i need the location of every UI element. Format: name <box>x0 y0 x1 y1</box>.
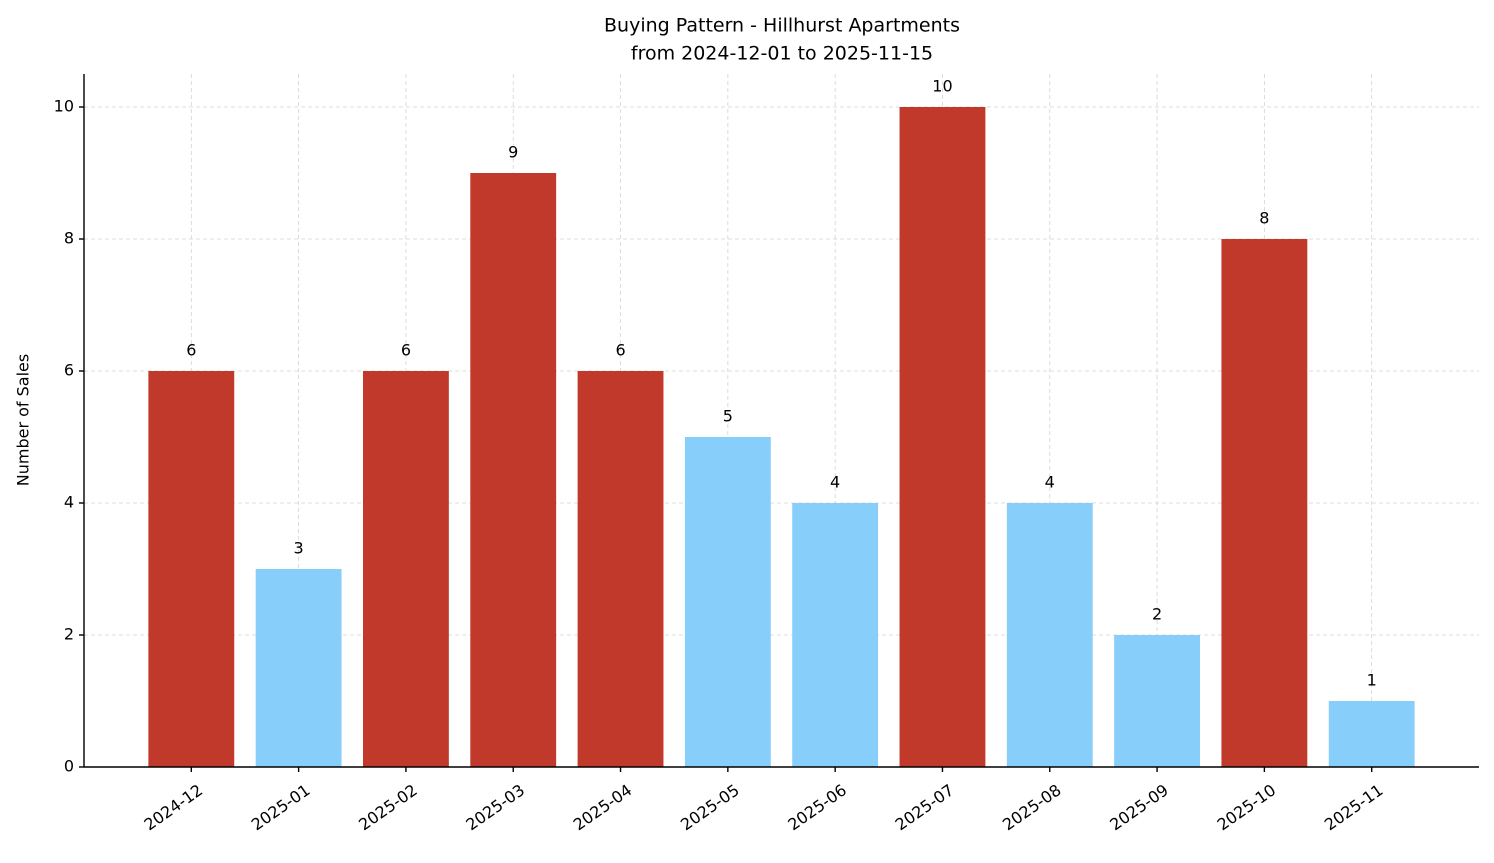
bar <box>1328 701 1415 767</box>
value-label: 4 <box>1045 473 1055 492</box>
bar <box>148 371 235 767</box>
bar <box>363 371 449 767</box>
y-tick-label: 2 <box>64 625 74 644</box>
x-tick-label: 2025-04 <box>570 780 636 834</box>
bar <box>1221 239 1308 767</box>
bar <box>470 173 557 767</box>
value-label: 8 <box>1259 209 1269 228</box>
x-tick-label: 2025-10 <box>1214 780 1280 834</box>
value-label: 9 <box>508 143 518 162</box>
chart-title: Buying Pattern - Hillhurst Apartments <box>604 15 960 37</box>
value-label: 2 <box>1152 605 1162 624</box>
y-tick-label: 6 <box>64 361 74 380</box>
bar <box>684 437 771 767</box>
bar <box>1114 635 1200 767</box>
value-label: 4 <box>830 473 840 492</box>
value-label: 1 <box>1367 671 1377 690</box>
bar <box>255 569 342 767</box>
x-tick-label: 2024-12 <box>141 780 207 834</box>
bar <box>577 371 664 767</box>
x-tick-label: 2025-11 <box>1321 780 1387 834</box>
x-tick-label: 2025-05 <box>677 780 743 834</box>
value-label: 10 <box>932 77 952 96</box>
y-tick-label: 4 <box>64 493 74 512</box>
bar <box>792 503 879 767</box>
y-tick-label: 0 <box>64 757 74 776</box>
value-label: 6 <box>615 341 625 360</box>
y-axis-label: Number of Sales <box>14 354 33 486</box>
value-label: 6 <box>401 341 411 360</box>
value-label: 6 <box>186 341 196 360</box>
value-label: 3 <box>294 539 304 558</box>
value-label: 5 <box>723 407 733 426</box>
y-tick-label: 10 <box>54 97 74 116</box>
x-tick-label: 2025-07 <box>892 780 958 834</box>
x-tick-label: 2025-02 <box>355 780 421 834</box>
x-tick-label: 2025-01 <box>248 780 314 834</box>
chart-subtitle: from 2024-12-01 to 2025-11-15 <box>631 43 933 65</box>
x-tick-label: 2025-03 <box>462 780 528 834</box>
x-tick-label: 2025-09 <box>1106 780 1172 834</box>
y-tick-label: 8 <box>64 229 74 248</box>
bar <box>1006 503 1093 767</box>
x-tick-label: 2025-08 <box>999 780 1065 834</box>
bar <box>899 107 986 767</box>
x-tick-label: 2025-06 <box>784 780 850 834</box>
